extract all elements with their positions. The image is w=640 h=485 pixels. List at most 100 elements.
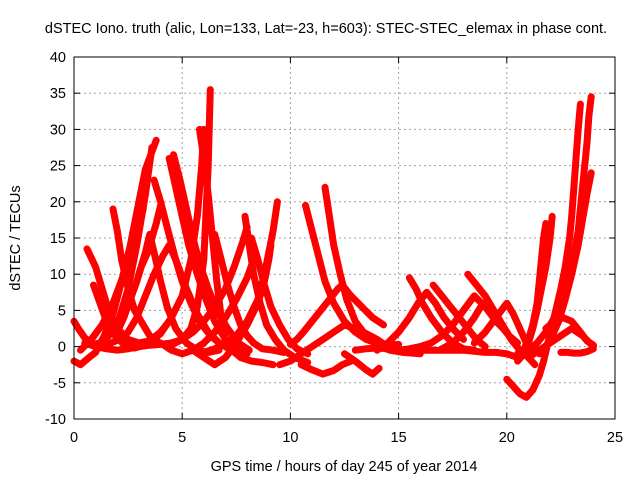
data-point xyxy=(387,337,394,344)
data-point xyxy=(349,294,356,301)
data-point xyxy=(203,337,210,344)
data-point xyxy=(357,302,364,309)
y-tick-label: -5 xyxy=(53,376,66,392)
data-point xyxy=(440,330,447,337)
data-point xyxy=(81,343,88,350)
data-point xyxy=(246,347,253,354)
data-point xyxy=(229,347,235,354)
data-point xyxy=(588,93,595,100)
data-point xyxy=(392,331,399,338)
y-tick-label: -10 xyxy=(45,412,66,428)
data-point xyxy=(438,329,445,336)
data-point xyxy=(365,310,372,317)
data-point xyxy=(190,329,196,336)
data-point xyxy=(530,360,537,367)
data-point xyxy=(475,335,482,342)
data-point xyxy=(582,335,589,342)
data-point xyxy=(531,361,538,368)
data-layer xyxy=(70,86,597,401)
series-arc-13 xyxy=(81,223,251,354)
x-axis-label: GPS time / hours of day 245 of year 2014 xyxy=(211,459,478,475)
data-point xyxy=(364,309,371,316)
data-point xyxy=(84,340,91,347)
data-point xyxy=(472,294,479,301)
data-point xyxy=(361,306,368,313)
y-tick-label: 10 xyxy=(50,267,66,283)
data-point xyxy=(391,333,398,340)
data-point xyxy=(460,336,467,343)
data-point xyxy=(511,384,518,391)
series-arc-42 xyxy=(157,256,258,358)
ticks: 0 5 10 15 20 25 -10 -5 0 5 10 15 20 25 30 35 40 xyxy=(45,50,623,446)
data-point xyxy=(353,298,360,305)
data-point xyxy=(587,340,594,347)
data-point xyxy=(542,220,549,227)
data-point xyxy=(348,292,354,299)
data-point xyxy=(588,169,595,176)
data-point xyxy=(583,336,590,343)
data-point xyxy=(471,340,478,346)
data-point xyxy=(295,334,302,341)
data-point xyxy=(585,338,591,345)
data-point xyxy=(456,333,463,340)
y-tick-label: 25 xyxy=(50,159,66,175)
data-point xyxy=(297,332,304,338)
data-point xyxy=(457,331,464,338)
data-point xyxy=(472,338,479,345)
data-point xyxy=(200,340,207,346)
data-point xyxy=(509,382,515,388)
data-point xyxy=(78,345,85,352)
data-point xyxy=(515,356,522,363)
data-point xyxy=(206,334,213,341)
data-point xyxy=(191,327,198,334)
data-point xyxy=(550,319,556,326)
data-point xyxy=(449,340,456,346)
data-point xyxy=(374,366,381,373)
data-point xyxy=(274,198,281,205)
series-arc-21 xyxy=(297,357,355,378)
chart-title: dSTEC Iono. truth (alic, Lon=133, Lat=-2… xyxy=(45,21,607,37)
y-tick-label: 15 xyxy=(50,231,66,247)
data-point xyxy=(478,333,485,340)
data-point xyxy=(384,340,391,346)
data-point xyxy=(358,303,365,310)
x-tick-label: 20 xyxy=(499,430,515,446)
data-point xyxy=(350,295,357,302)
data-point xyxy=(337,362,344,369)
data-point xyxy=(140,206,147,212)
series-arc-17 xyxy=(247,234,312,358)
data-point xyxy=(549,213,556,220)
series-arc-41 xyxy=(98,241,236,354)
data-point xyxy=(590,345,597,352)
data-point xyxy=(395,341,402,348)
y-tick-label: 30 xyxy=(50,122,66,138)
data-point xyxy=(356,301,363,308)
data-point xyxy=(85,339,92,346)
y-tick-label: 20 xyxy=(50,195,66,211)
data-point xyxy=(586,339,593,346)
data-point xyxy=(210,305,217,312)
data-point xyxy=(452,337,459,344)
data-point xyxy=(475,297,482,303)
data-point xyxy=(77,347,84,354)
data-point xyxy=(245,334,252,341)
data-point xyxy=(474,295,480,302)
data-point xyxy=(577,101,584,108)
data-point xyxy=(532,341,539,348)
data-point xyxy=(452,328,459,335)
data-point xyxy=(506,379,513,386)
data-point xyxy=(386,338,393,345)
data-point xyxy=(442,333,449,340)
y-tick-label: 0 xyxy=(58,340,66,356)
data-point xyxy=(388,335,395,342)
data-point xyxy=(360,305,367,312)
data-point xyxy=(453,335,460,342)
series-arc-20 xyxy=(286,281,387,348)
x-tick-label: 10 xyxy=(282,430,298,446)
data-point xyxy=(209,331,215,338)
data-point xyxy=(250,256,257,263)
x-tick-label: 5 xyxy=(178,430,186,446)
